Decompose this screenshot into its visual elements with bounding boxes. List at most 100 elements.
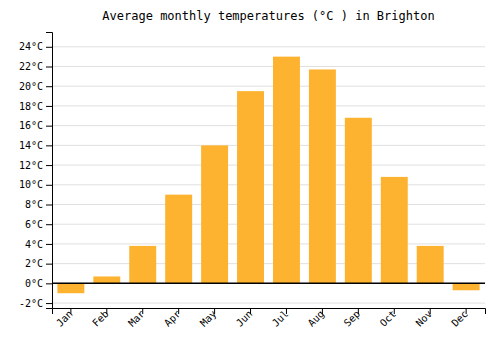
y-tick: 16°C [19, 120, 52, 131]
x-tick-label: Sep [342, 308, 363, 329]
bar [345, 118, 372, 284]
grid-line [52, 283, 485, 284]
grid-line [52, 125, 485, 126]
bar [129, 246, 156, 283]
x-tick: Jun [234, 308, 255, 329]
y-tick-mark [46, 185, 52, 186]
x-tick-label: May [198, 308, 219, 329]
y-tick: 0°C [25, 278, 52, 289]
bar [201, 145, 228, 283]
bar [417, 246, 444, 283]
grid-line [52, 165, 485, 166]
y-tick-mark [46, 264, 52, 265]
title: Average monthly temperatures (°C ) in Br… [102, 9, 434, 23]
grid-line [52, 243, 485, 244]
x-tick: Apr [162, 308, 183, 329]
y-tick-mark [46, 283, 52, 284]
x-tick-label: Apr [162, 308, 183, 329]
x-tick-label: Oct [378, 308, 399, 329]
y-tick-mark [46, 224, 52, 225]
y-tick: 2°C [25, 258, 52, 269]
y-tick: -2°C [19, 298, 52, 309]
y-tick: 10°C [19, 179, 52, 190]
x-tick: Dec [449, 308, 470, 329]
bars [52, 57, 485, 294]
y-tick-label: 8°C [25, 199, 43, 210]
y-tick: 8°C [25, 199, 52, 210]
y-tick-label: 14°C [19, 140, 43, 151]
x-tick: Jul [270, 308, 291, 329]
x-tick: Feb [90, 308, 111, 329]
grid-line [52, 66, 485, 67]
grid-line [52, 105, 485, 106]
y-tick: 18°C [19, 101, 52, 112]
y-tick-mark [46, 165, 52, 166]
y-tick-mark [46, 205, 52, 206]
y-tick: 24°C [19, 41, 52, 52]
y-tick-label: -2°C [19, 298, 43, 309]
bar [309, 69, 336, 283]
bar [237, 91, 264, 283]
y-tick-label: 24°C [19, 41, 43, 52]
y-tick-mark [46, 145, 52, 146]
y-tick-mark [46, 86, 52, 87]
y-tick: 20°C [19, 81, 52, 92]
y-tick: 6°C [25, 219, 52, 230]
grid-line [52, 46, 485, 47]
y-tick-label: 0°C [25, 278, 43, 289]
x-tick-label: Jan [54, 308, 75, 329]
x-tick: Oct [378, 308, 399, 329]
grid-line [52, 303, 485, 304]
x-tick: Nov [414, 308, 435, 329]
x-tick-label: Dec [449, 308, 470, 329]
x-tick-label: Feb [90, 308, 111, 329]
y-tick-label: 4°C [25, 239, 43, 250]
y-tick: 12°C [19, 160, 52, 171]
y-tick-mark [46, 244, 52, 245]
x-tick-label: Jul [270, 308, 291, 329]
x-tick: Jan [54, 308, 75, 329]
x-tick-label: Nov [414, 308, 435, 329]
bar [57, 283, 84, 293]
x-tick: Sep [342, 308, 363, 329]
y-tick: 4°C [25, 239, 52, 250]
y-axis-line [46, 33, 53, 309]
y-tick-label: 10°C [19, 179, 43, 190]
grid [52, 47, 485, 303]
x-tick: Aug [306, 308, 327, 329]
bar [381, 177, 408, 283]
y-tick-mark [46, 106, 52, 107]
y-tick-label: 18°C [19, 101, 43, 112]
y-tick: 22°C [19, 61, 52, 72]
y-tick-mark [46, 67, 52, 68]
chart: -2°C 0°C 2°C 4°C 6°C 8°C 10°C 12°C 14°C 16°C 18°C 2… [0, 0, 500, 350]
x-tick-label: Aug [306, 308, 327, 329]
x-axis: Jan Feb Mar Apr May Jun Jul Aug Sep Oct Nov Dec [53, 308, 486, 329]
grid-line [52, 86, 485, 87]
y-tick-label: 12°C [19, 160, 43, 171]
bar [273, 57, 300, 284]
bar [93, 276, 120, 283]
y-tick-label: 20°C [19, 81, 43, 92]
y-tick-label: 2°C [25, 258, 43, 269]
baseline [52, 283, 485, 285]
x-tick: May [198, 308, 219, 329]
y-axis: -2°C 0°C 2°C 4°C 6°C 8°C 10°C 12°C 14°C 16°C 18°C 2… [19, 33, 53, 309]
y-tick-mark [46, 47, 52, 48]
grid-line [52, 184, 485, 185]
x-tick-label: Mar [126, 308, 147, 329]
y-tick-label: 22°C [19, 61, 43, 72]
y-tick-mark [46, 303, 52, 304]
y-tick-mark [46, 126, 52, 127]
bar [453, 283, 480, 290]
plot: -2°C 0°C 2°C 4°C 6°C 8°C 10°C 12°C 14°C 16°C 18°C 2… [19, 33, 486, 329]
y-tick: 14°C [19, 140, 52, 151]
x-tick-label: Jun [234, 308, 255, 329]
grid-line [52, 204, 485, 205]
bar [165, 195, 192, 284]
grid-line [52, 224, 485, 225]
y-tick-label: 6°C [25, 219, 43, 230]
x-tick: Mar [126, 308, 147, 329]
grid-line [52, 145, 485, 146]
y-tick-label: 16°C [19, 120, 43, 131]
